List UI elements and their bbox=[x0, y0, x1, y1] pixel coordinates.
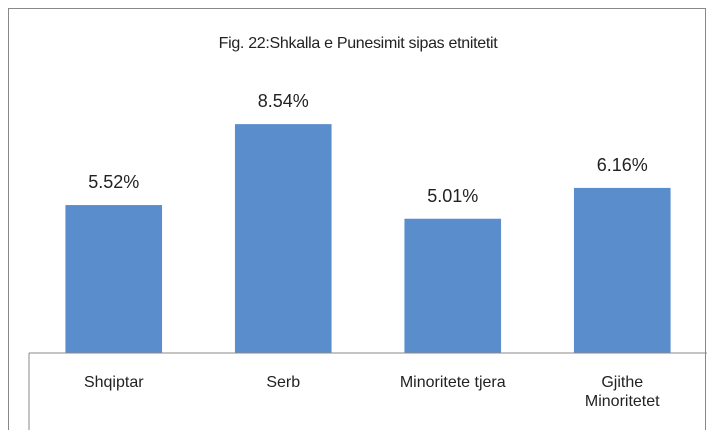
value-label: 8.54% bbox=[257, 91, 309, 112]
x-tick-label: Shqiptar bbox=[83, 374, 144, 391]
bar bbox=[573, 187, 671, 353]
value-label: 6.16% bbox=[596, 154, 648, 175]
x-tick-label: Gjithe Minoritetet bbox=[584, 374, 660, 410]
x-tick-label: Minoritete tjera bbox=[399, 374, 506, 391]
chart-border bbox=[8, 8, 706, 430]
value-label: 5.52% bbox=[88, 172, 140, 193]
chart-title: Fig. 22:Shkalla e Punesimit sipas etnite… bbox=[218, 35, 498, 52]
bar bbox=[234, 124, 332, 354]
value-label: 5.01% bbox=[427, 185, 479, 206]
bar bbox=[404, 218, 502, 353]
bar bbox=[65, 205, 163, 353]
x-tick-label: Serb bbox=[266, 374, 301, 391]
